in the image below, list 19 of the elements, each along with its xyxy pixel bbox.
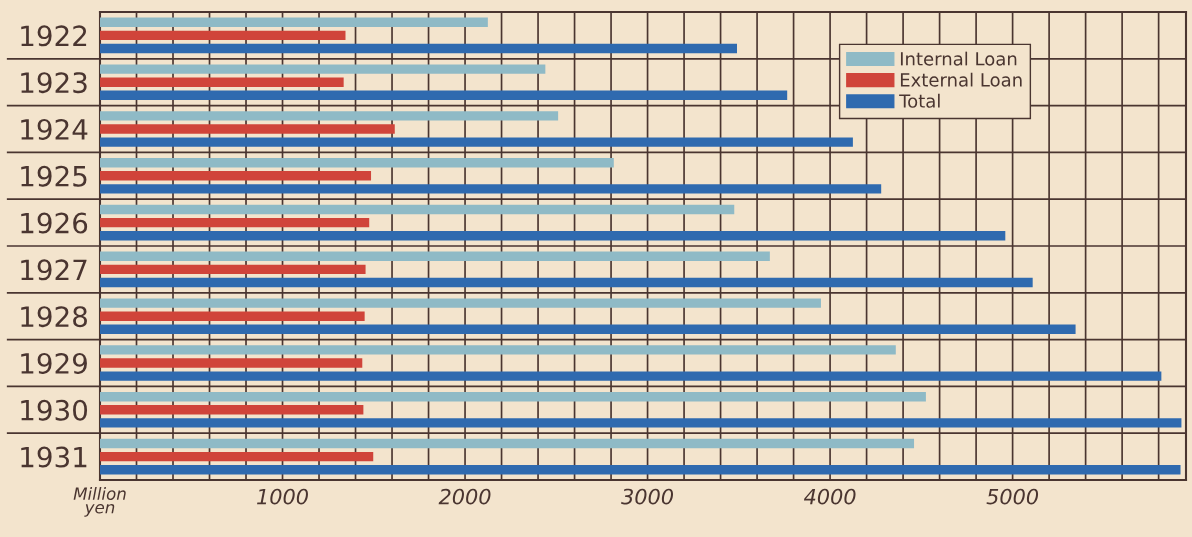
x-tick-label: 2000 — [438, 488, 491, 505]
y-tick-label: 1927 — [21, 259, 87, 281]
y-tick-label: 1924 — [21, 118, 88, 140]
y-tick-label: 1922 — [21, 25, 87, 47]
y-tick-label: 1928 — [21, 306, 87, 328]
y-tick-label: 1925 — [21, 165, 87, 187]
y-tick-label: 1930 — [21, 399, 88, 421]
x-tick-label: 3000 — [621, 488, 674, 505]
legend-label: External Loan — [900, 72, 1022, 87]
legend-label: Internal Loan — [900, 51, 1017, 66]
x-tick-label: 1000 — [257, 488, 308, 505]
legend-label: Total — [899, 93, 940, 108]
x-tick-label: 5000 — [986, 488, 1039, 505]
x-axis-title: Million yen — [73, 487, 126, 517]
y-tick-label: 1931 — [21, 446, 87, 468]
y-tick-label: 1926 — [21, 212, 88, 234]
x-tick-label: 4000 — [803, 488, 856, 505]
y-tick-label: 1923 — [21, 72, 87, 94]
y-tick-label: 1929 — [21, 352, 87, 374]
